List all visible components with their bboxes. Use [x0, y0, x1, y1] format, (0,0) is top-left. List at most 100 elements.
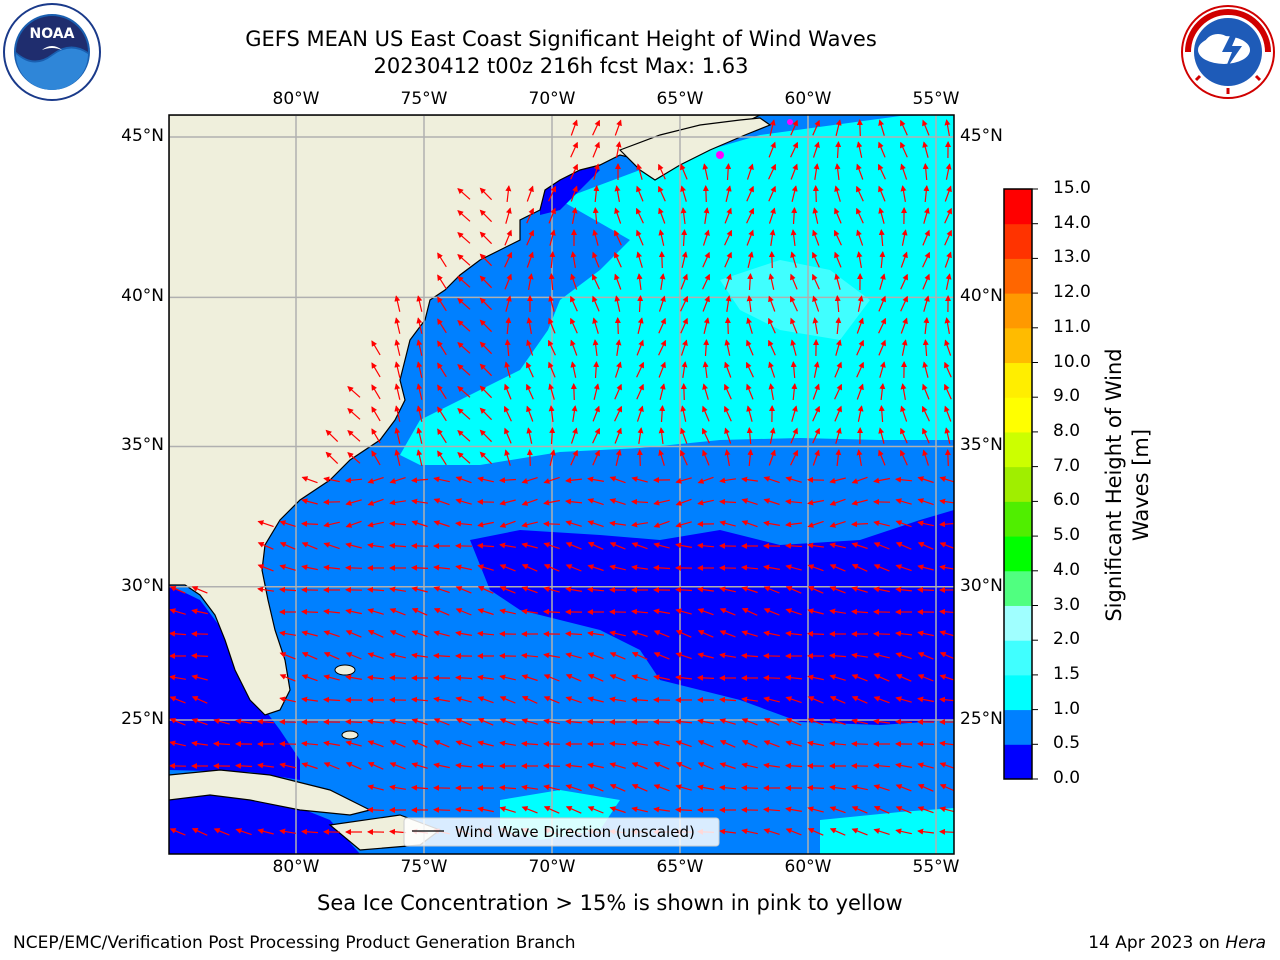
wind-wave-arrow: [829, 498, 846, 506]
wind-wave-arrow: [505, 317, 512, 335]
wind-wave-arrow: [479, 319, 493, 333]
wind-wave-arrow: [457, 342, 471, 354]
wind-wave-arrow: [416, 317, 423, 334]
lat-label-right: 30°N: [960, 575, 1003, 596]
lon-label-bottom: 60°W: [784, 857, 832, 877]
wind-wave-arrow: [548, 185, 557, 202]
wind-wave-arrow: [547, 339, 556, 356]
wind-wave-arrow: [543, 674, 560, 682]
wind-wave-arrow: [923, 207, 930, 224]
land-bahamas-1: [334, 664, 356, 676]
wind-wave-arrow: [587, 696, 604, 703]
wind-wave-arrow: [917, 542, 934, 550]
wind-wave-arrow: [659, 383, 666, 400]
wind-wave-arrow: [675, 498, 692, 506]
wind-wave-arrow: [631, 806, 648, 813]
wind-wave-arrows: [169, 119, 954, 836]
wind-wave-arrow: [592, 295, 600, 312]
wind-wave-arrow: [631, 542, 648, 550]
wind-wave-arrow: [437, 274, 447, 290]
wind-wave-arrow: [389, 652, 406, 659]
wind-wave-arrow: [807, 564, 824, 572]
wind-wave-arrow: [499, 740, 516, 747]
wind-wave-arrow: [653, 718, 671, 725]
colorbar-segment: [1004, 605, 1032, 641]
wind-wave-arrow: [213, 828, 230, 836]
wind-wave-arrow: [812, 141, 820, 158]
wind-wave-arrow: [895, 586, 912, 593]
wind-wave-arrow: [895, 630, 913, 637]
wind-wave-arrow: [565, 586, 583, 593]
wind-wave-arrow: [433, 762, 450, 769]
wind-wave-arrow: [895, 718, 913, 725]
wind-wave-arrow: [702, 405, 710, 422]
wind-wave-arrow: [609, 784, 626, 792]
wind-wave-arrow: [323, 652, 340, 660]
colorbar-segment: [1004, 466, 1032, 502]
wind-wave-arrow: [724, 383, 732, 400]
wind-wave-arrow: [394, 427, 401, 444]
wind-wave-arrow: [609, 542, 626, 550]
wind-wave-arrow: [345, 652, 362, 660]
wind-wave-arrow: [394, 339, 401, 356]
wind-wave-arrow: [367, 806, 385, 813]
wind-wave-arrow: [455, 806, 473, 813]
wind-wave-arrow: [371, 450, 381, 466]
wind-wave-arrow: [835, 141, 842, 159]
wind-wave-arrow: [279, 696, 296, 703]
wind-wave-arrow: [697, 586, 714, 593]
wind-wave-arrow: [345, 718, 363, 725]
wind-wave-arrow: [548, 207, 556, 224]
colorbar-tick-label: 11.0: [1053, 316, 1091, 337]
wind-wave-arrow: [812, 427, 820, 444]
wind-wave-arrow: [877, 163, 886, 180]
wind-wave-arrow: [675, 784, 692, 791]
wind-wave-arrow: [571, 405, 578, 422]
wind-wave-arrow: [636, 405, 644, 422]
wind-wave-arrow: [851, 674, 868, 682]
wind-wave-arrow: [895, 784, 912, 792]
wind-wave-arrow: [702, 295, 710, 312]
wind-wave-arrow: [719, 718, 736, 725]
wind-wave-arrow: [323, 542, 340, 550]
wind-wave-arrow: [592, 229, 599, 246]
wind-wave-arrow: [917, 476, 934, 484]
wave-field-0.0-0.5: [470, 510, 954, 725]
footer-date: 14 Apr 2023 on: [1088, 933, 1226, 953]
wind-wave-arrow: [279, 652, 296, 660]
wind-wave-arrow: [614, 295, 621, 312]
wind-wave-arrow: [565, 498, 583, 505]
wind-wave-arrow: [873, 806, 890, 814]
wind-wave-arrow: [785, 564, 802, 571]
wind-wave-arrow: [878, 185, 886, 202]
wind-wave-arrow: [543, 696, 560, 704]
wind-wave-arrow: [834, 295, 841, 313]
wind-wave-arrow: [526, 251, 534, 268]
wind-wave-arrow: [279, 564, 296, 571]
wind-wave-arrow: [944, 339, 952, 356]
wind-wave-arrow: [873, 784, 890, 791]
wind-wave-arrow: [505, 207, 512, 224]
wind-wave-arrow: [301, 762, 318, 770]
wind-wave-arrow: [301, 828, 319, 835]
wind-wave-arrow: [675, 477, 692, 484]
lon-label-bottom: 80°W: [272, 857, 320, 877]
wind-wave-arrow: [477, 806, 494, 813]
wind-wave-arrow: [587, 542, 604, 550]
wind-wave-arrow: [592, 405, 600, 422]
wind-wave-arrow: [681, 251, 688, 268]
wind-wave-arrow: [477, 542, 495, 549]
wind-wave-arrow: [416, 339, 423, 356]
wind-wave-arrow: [829, 477, 846, 484]
colorbar-segment: [1004, 362, 1032, 398]
wind-wave-arrow: [499, 564, 516, 572]
wind-wave-arrow: [807, 806, 824, 813]
lat-label-right: 40°N: [960, 286, 1003, 307]
wind-wave-arrow: [763, 520, 781, 527]
wind-wave-arrow: [636, 185, 644, 202]
wind-wave-arrow: [851, 586, 868, 593]
wind-wave-arrow: [675, 806, 693, 813]
colorbar-tick-label: 0.5: [1053, 733, 1081, 754]
wind-wave-arrow: [807, 608, 824, 615]
wind-wave-arrow: [347, 430, 361, 442]
